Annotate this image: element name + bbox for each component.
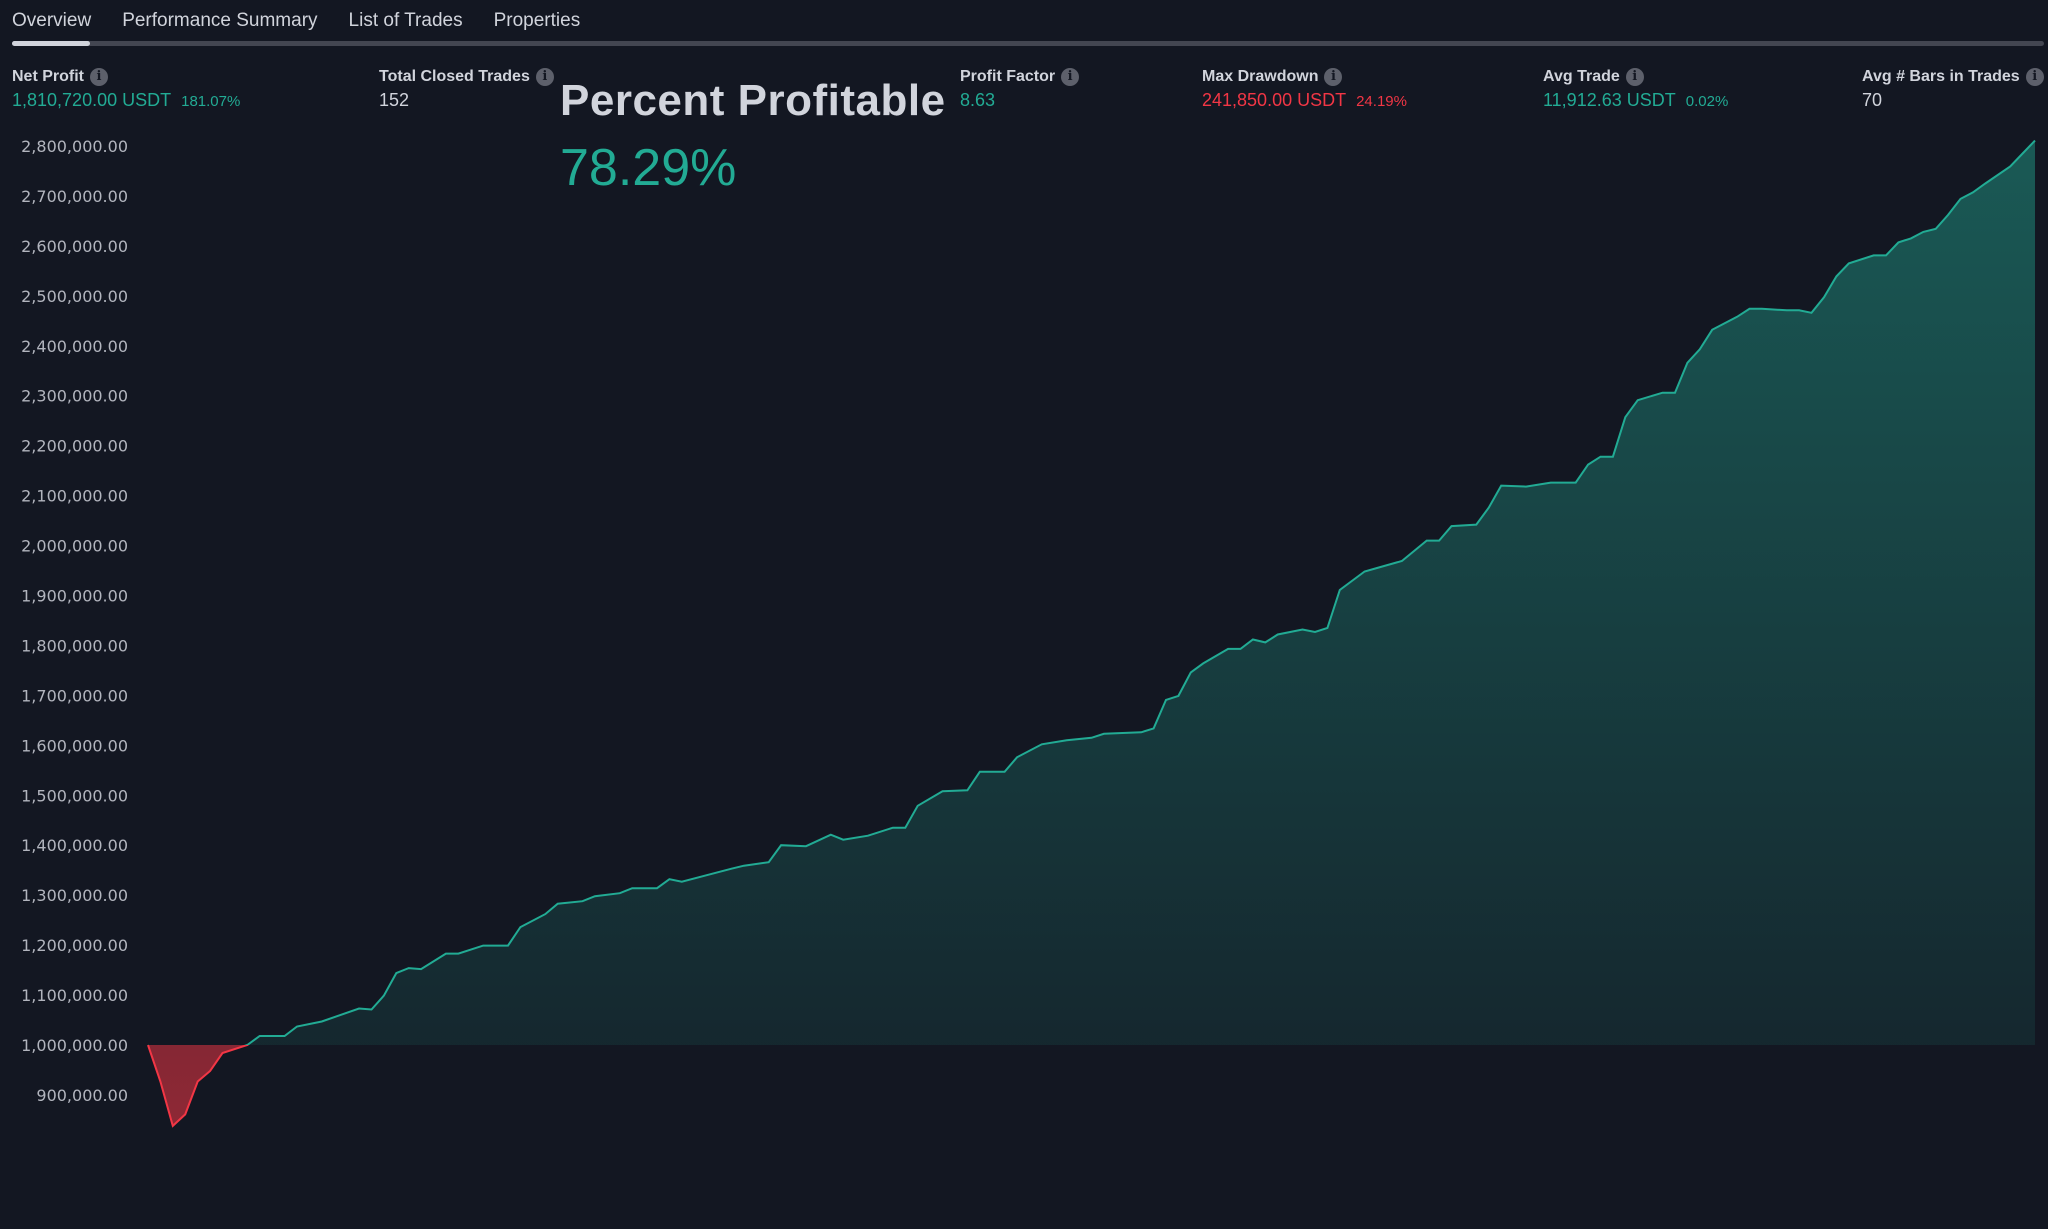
stat-label: Net Profit xyxy=(12,68,84,85)
y-tick-label: 2,600,000.00 xyxy=(21,237,128,256)
percent-profitable-overlay: Percent Profitable 78.29% xyxy=(560,76,946,198)
stat-percent: 181.07% xyxy=(181,93,241,110)
y-tick-label: 1,900,000.00 xyxy=(21,587,128,606)
stat-value: 152 xyxy=(379,90,410,110)
y-axis: 2,800,000.00 2,700,000.00 2,600,000.00 2,50… xyxy=(21,137,128,1105)
stat-label: Profit Factor xyxy=(960,68,1056,85)
equity-series xyxy=(147,139,2036,1128)
info-icon[interactable]: i xyxy=(535,68,554,86)
stat-value: 1,810,720.00 USDT xyxy=(12,90,172,110)
stat-value: 241,850.00 USDT xyxy=(1202,90,1347,110)
stat-value: 70 xyxy=(1862,90,1883,110)
stat-percent: 24.19% xyxy=(1356,93,1407,110)
y-tick-label: 2,100,000.00 xyxy=(21,487,128,506)
stat-total-closed-trades: Total Closed Trades i 152 xyxy=(379,68,554,111)
y-tick-label: 2,200,000.00 xyxy=(21,437,128,456)
y-tick-label: 2,800,000.00 xyxy=(21,137,128,156)
y-tick-label: 1,200,000.00 xyxy=(21,936,128,955)
tab-indicator-track xyxy=(12,41,2044,46)
stat-value: 11,912.63 USDT xyxy=(1543,90,1676,110)
stat-percent: 0.02% xyxy=(1685,93,1729,110)
y-tick-label: 2,300,000.00 xyxy=(21,387,128,406)
y-tick-label: 2,700,000.00 xyxy=(21,187,128,206)
y-tick-label: 1,500,000.00 xyxy=(21,786,128,805)
tab-properties[interactable]: Properties xyxy=(493,10,581,31)
tab-performance-summary[interactable]: Performance Summary xyxy=(122,10,318,31)
tab-list-of-trades[interactable]: List of Trades xyxy=(348,10,463,31)
info-icon[interactable]: i xyxy=(1324,68,1343,86)
y-tick-label: 1,600,000.00 xyxy=(21,736,128,755)
stat-label: Avg # Bars in Trades xyxy=(1862,68,2020,85)
y-tick-label: 2,400,000.00 xyxy=(21,337,128,356)
stat-label: Avg Trade xyxy=(1543,68,1620,85)
equity-line-profit xyxy=(148,139,2036,1045)
info-icon[interactable]: i xyxy=(1061,68,1080,86)
overlay-title: Percent Profitable xyxy=(560,76,946,125)
y-tick-label: 1,000,000.00 xyxy=(21,1036,128,1055)
y-tick-label: 2,000,000.00 xyxy=(21,537,128,556)
stat-profit-factor: Profit Factor i 8.63 xyxy=(960,68,1080,111)
info-icon[interactable]: i xyxy=(90,68,108,86)
active-tab-indicator xyxy=(12,41,90,46)
y-tick-label: 1,700,000.00 xyxy=(21,686,128,705)
y-tick-label: 2,500,000.00 xyxy=(21,287,128,306)
info-icon[interactable]: i xyxy=(1625,68,1644,86)
y-tick-label: 1,300,000.00 xyxy=(21,886,128,905)
stat-value: 8.63 xyxy=(960,90,996,110)
y-tick-label: 1,100,000.00 xyxy=(21,986,128,1005)
stat-max-drawdown: Max Drawdown i 241,850.00 USDT 24.19% xyxy=(1202,68,1407,111)
tab-overview[interactable]: Overview xyxy=(12,10,92,31)
y-tick-label: 1,400,000.00 xyxy=(21,836,128,855)
tab-list: Overview Performance Summary List of Tra… xyxy=(12,8,580,34)
stat-avg-bars: Avg # Bars in Trades i 70 xyxy=(1862,68,2044,111)
stat-net-profit: Net Profit i 1,810,720.00 USDT 181.07% xyxy=(12,68,240,111)
info-icon[interactable]: i xyxy=(2025,68,2044,86)
stat-label: Total Closed Trades xyxy=(379,68,530,85)
profit-area xyxy=(148,140,2035,1045)
y-tick-label: 900,000.00 xyxy=(36,1086,128,1105)
overlay-value: 78.29% xyxy=(560,139,737,197)
y-tick-label: 1,800,000.00 xyxy=(21,636,128,655)
stat-label: Max Drawdown xyxy=(1202,68,1319,85)
stat-avg-trade: Avg Trade i 11,912.63 USDT 0.02% xyxy=(1543,68,1728,111)
